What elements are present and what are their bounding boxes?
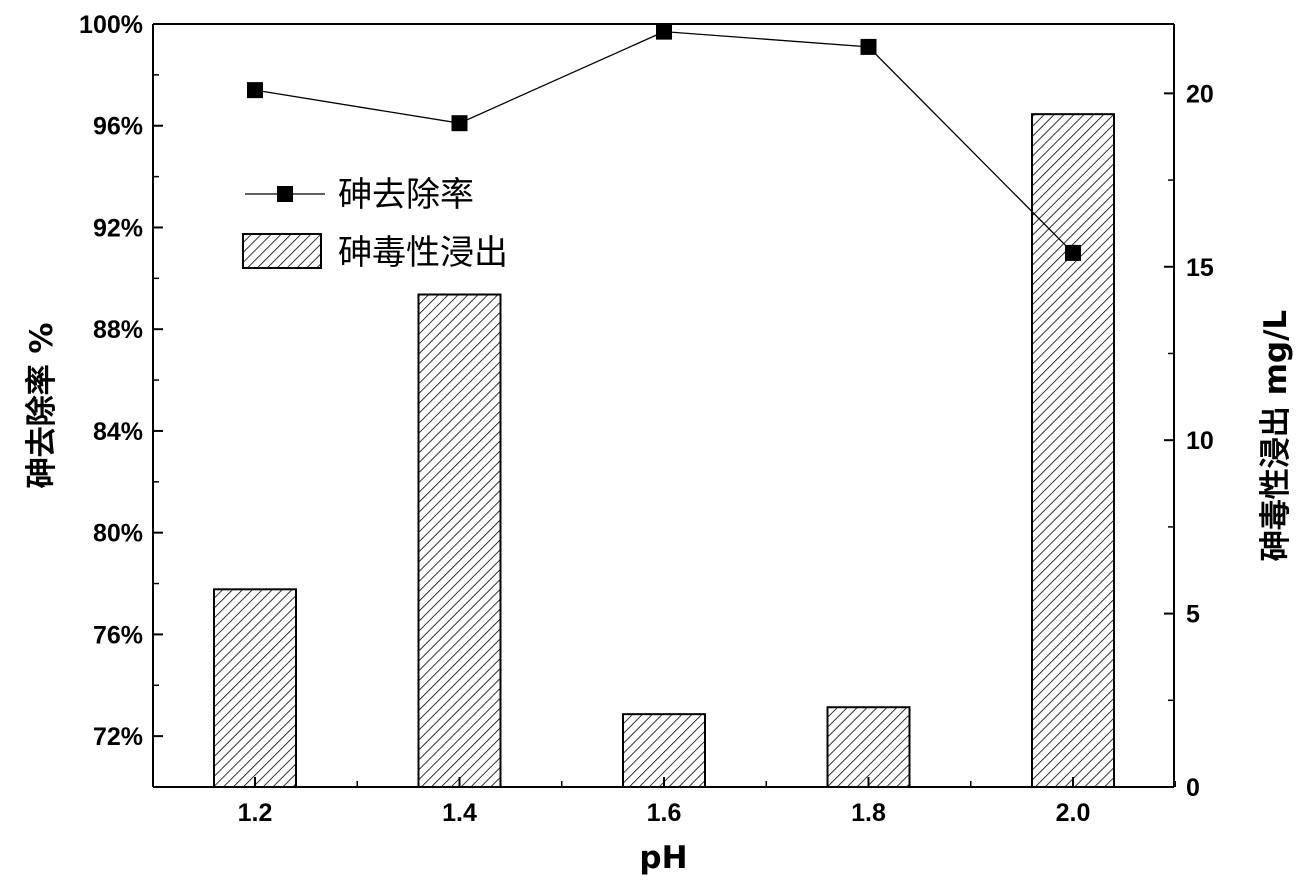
line-series [247, 23, 1081, 261]
right-tick-label: 5 [1186, 601, 1200, 629]
bar-1.4 [417, 293, 502, 788]
marker-1.6 [656, 23, 672, 40]
axes [152, 23, 1175, 788]
x-tick-label: 1.2 [238, 799, 273, 827]
left-tick-label: 92% [93, 214, 143, 242]
legend-entry-line: 砷去除率 [245, 175, 474, 215]
marker-1.2 [247, 82, 263, 99]
legend-label-toxic-leaching: 砷毒性浸出 [338, 233, 508, 273]
marker-1.8 [860, 38, 877, 55]
right-y-axis-title: 砷毒性浸出 mg/L [1258, 310, 1294, 561]
legend: 砷去除率 砷毒性浸出 [242, 175, 508, 273]
ticks: 72% 76% 80% 84% 88% 92% 96% 100% 0 5 10 15 20 1.2 1.4 1… [79, 11, 1214, 827]
x-tick-label: 2.0 [1056, 799, 1091, 827]
left-tick-label: 96% [93, 113, 143, 141]
bar-1.8 [826, 706, 911, 788]
bar-1.2 [213, 588, 297, 789]
left-tick-label: 80% [93, 520, 143, 548]
right-tick-label: 20 [1186, 80, 1214, 108]
bar-1.6 [622, 713, 706, 788]
bar-2.0 [1031, 113, 1115, 788]
legend-entry-bar: 砷毒性浸出 [242, 233, 508, 273]
left-tick-label: 76% [93, 621, 143, 649]
right-tick-label: 10 [1186, 427, 1214, 455]
marker-1.4 [451, 115, 468, 132]
left-tick-label: 84% [93, 418, 143, 446]
removal-rate-line [254, 30, 1074, 254]
x-tick-label: 1.4 [442, 799, 477, 827]
legend-label-removal-rate: 砷去除率 [338, 175, 474, 215]
x-axis-title: pH [639, 840, 687, 876]
legend-hatch-swatch [242, 233, 322, 269]
right-tick-label: 0 [1186, 774, 1200, 802]
left-tick-label: 88% [93, 316, 143, 344]
x-tick-label: 1.6 [647, 799, 682, 827]
x-tick-label: 1.8 [851, 799, 886, 827]
left-tick-label: 72% [93, 723, 143, 751]
legend-square-marker-icon [277, 186, 293, 202]
left-tick-label: 100% [79, 11, 143, 39]
marker-2.0 [1065, 244, 1081, 261]
bar-series [213, 113, 1115, 789]
right-tick-label: 15 [1186, 254, 1214, 282]
left-y-axis-title: 砷去除率 % [24, 323, 60, 489]
